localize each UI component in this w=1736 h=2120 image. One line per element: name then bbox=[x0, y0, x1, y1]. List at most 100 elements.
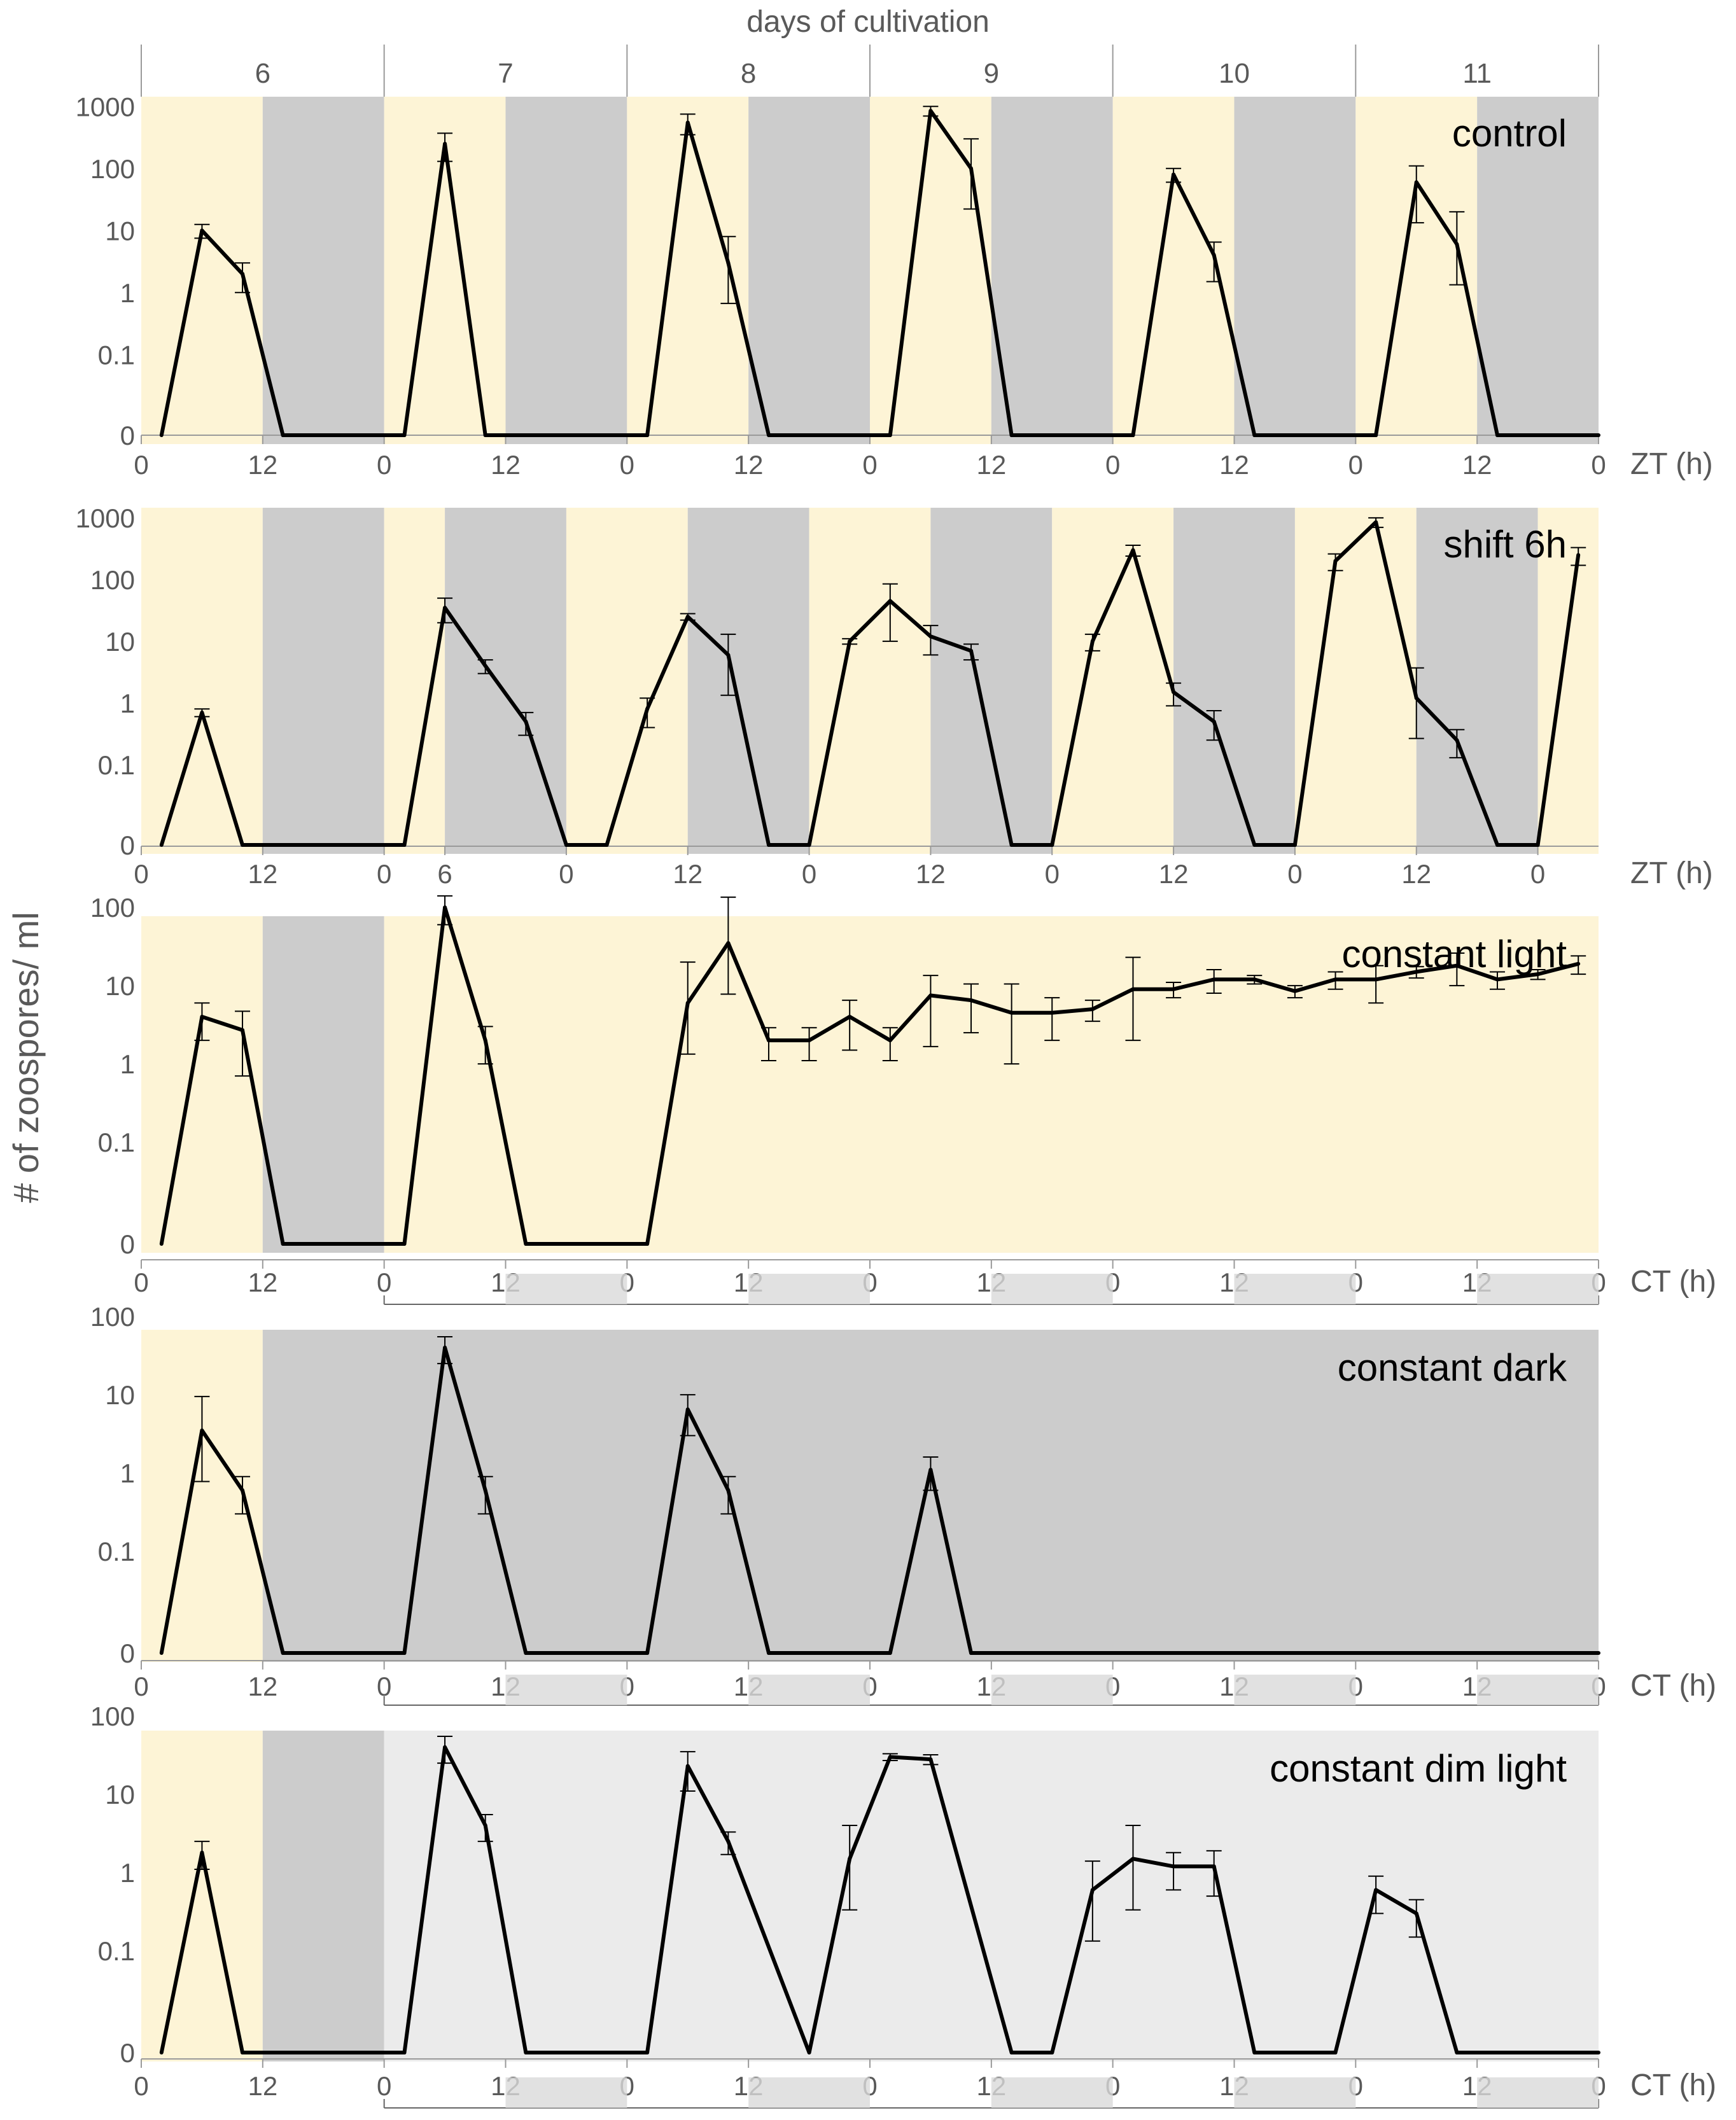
data-point bbox=[200, 1850, 204, 1855]
x-tick-label: 0 bbox=[559, 859, 573, 889]
error-bar bbox=[1449, 729, 1465, 758]
data-point bbox=[1009, 2051, 1014, 2054]
error-bar bbox=[720, 235, 736, 304]
error-bar bbox=[1206, 1850, 1222, 1897]
day-label: 8 bbox=[741, 58, 756, 89]
error-bar bbox=[801, 1027, 817, 1062]
subjective-night bbox=[991, 1675, 1113, 1705]
data-point bbox=[888, 433, 892, 437]
data-point bbox=[766, 843, 771, 847]
data-point bbox=[1374, 977, 1378, 982]
x-tick-label: 12 bbox=[248, 450, 277, 480]
x-tick-label: 0 bbox=[134, 2071, 148, 2101]
y-tick-label: 100 bbox=[90, 1302, 135, 1332]
error-bar bbox=[760, 1027, 776, 1062]
error-bar bbox=[1408, 667, 1424, 739]
x-tick-label: 0 bbox=[1348, 450, 1363, 480]
data-point bbox=[1252, 433, 1257, 437]
background-light bbox=[141, 508, 263, 854]
data-point bbox=[159, 2051, 164, 2054]
background-dark bbox=[991, 97, 1113, 444]
data-point bbox=[1292, 843, 1297, 847]
background-dark bbox=[262, 97, 384, 444]
y-tick-label: 0 bbox=[120, 830, 135, 860]
data-point bbox=[888, 1038, 892, 1043]
data-point bbox=[969, 166, 974, 171]
error-bar bbox=[518, 711, 534, 736]
background-light bbox=[141, 97, 263, 444]
x-tick-label: 0 bbox=[802, 859, 816, 889]
error-bar bbox=[680, 1751, 696, 1792]
subjective-night bbox=[1477, 1675, 1599, 1705]
data-point bbox=[483, 433, 487, 437]
panel-title: constant dim light bbox=[1270, 1747, 1567, 1790]
error-bar bbox=[235, 1475, 251, 1515]
x-tick-label: 12 bbox=[1219, 450, 1249, 480]
y-tick-label: 100 bbox=[90, 1701, 135, 1731]
data-point bbox=[1050, 843, 1054, 847]
subjective-night bbox=[748, 2077, 870, 2108]
y-tick-label: 0.1 bbox=[98, 1936, 135, 1966]
data-point bbox=[969, 648, 974, 653]
panel-title: constant light bbox=[1341, 933, 1567, 975]
data-point bbox=[200, 1428, 204, 1433]
data-point bbox=[443, 1745, 447, 1750]
series-line bbox=[159, 1745, 1599, 2054]
x-tick-label: 6 bbox=[437, 859, 452, 889]
background-light bbox=[1052, 508, 1174, 854]
data-point bbox=[645, 1651, 650, 1655]
data-point bbox=[200, 1015, 204, 1019]
data-point bbox=[1374, 520, 1378, 524]
error-bar bbox=[1084, 1860, 1100, 1942]
data-point bbox=[969, 1651, 974, 1655]
subjective-night bbox=[748, 1274, 870, 1304]
error-bar bbox=[235, 262, 251, 293]
series-line bbox=[159, 905, 1579, 1246]
data-point bbox=[159, 433, 164, 437]
y-tick-label: 1 bbox=[120, 688, 135, 718]
error-bar bbox=[1449, 952, 1465, 987]
day-labels: 6 7 8 9 10 11 bbox=[141, 45, 1599, 97]
error-bar bbox=[720, 633, 736, 696]
background-dark bbox=[748, 97, 870, 444]
error-bar bbox=[194, 1841, 210, 1871]
background-light bbox=[566, 508, 688, 854]
error-bar bbox=[437, 895, 453, 926]
x-tick-label: 12 bbox=[248, 859, 277, 889]
y-tick-label: 100 bbox=[90, 893, 135, 923]
error-bar bbox=[1449, 211, 1465, 286]
error-bar bbox=[1368, 965, 1384, 1004]
data-point bbox=[1009, 1010, 1014, 1015]
data-point bbox=[1212, 1864, 1216, 1869]
data-point bbox=[1576, 961, 1581, 966]
y-tick-label: 0.1 bbox=[98, 1127, 135, 1157]
background-light bbox=[141, 916, 263, 1253]
subjective-night bbox=[505, 1274, 627, 1304]
data-point bbox=[1333, 2051, 1338, 2054]
error-bar bbox=[1004, 983, 1019, 1065]
error-bar bbox=[437, 1736, 453, 1764]
x-tick-label: 0 bbox=[862, 450, 877, 480]
y-tick-label: 1000 bbox=[76, 92, 135, 122]
data-point bbox=[807, 2051, 811, 2054]
error-bar bbox=[437, 1336, 453, 1365]
error-bar bbox=[235, 1010, 251, 1077]
background-dark bbox=[1173, 508, 1295, 854]
x-tick-label: 0 bbox=[1287, 859, 1302, 889]
background-dark bbox=[687, 508, 809, 854]
x-tick-label: 12 bbox=[491, 450, 521, 480]
data-point bbox=[1333, 977, 1338, 982]
data-point bbox=[1374, 433, 1378, 437]
data-point bbox=[241, 2051, 245, 2054]
error-bar bbox=[1166, 682, 1182, 707]
x-tick-label: 0 bbox=[620, 450, 634, 480]
data-point bbox=[645, 1242, 650, 1246]
data-point bbox=[483, 1488, 487, 1493]
data-point bbox=[726, 1839, 731, 1844]
x-axis-label: ZT (h) bbox=[1630, 447, 1713, 481]
background-dark bbox=[262, 1731, 384, 2061]
data-point bbox=[1252, 977, 1257, 982]
subjective-night bbox=[1234, 1675, 1356, 1705]
x-axis-label: ZT (h) bbox=[1630, 856, 1713, 890]
